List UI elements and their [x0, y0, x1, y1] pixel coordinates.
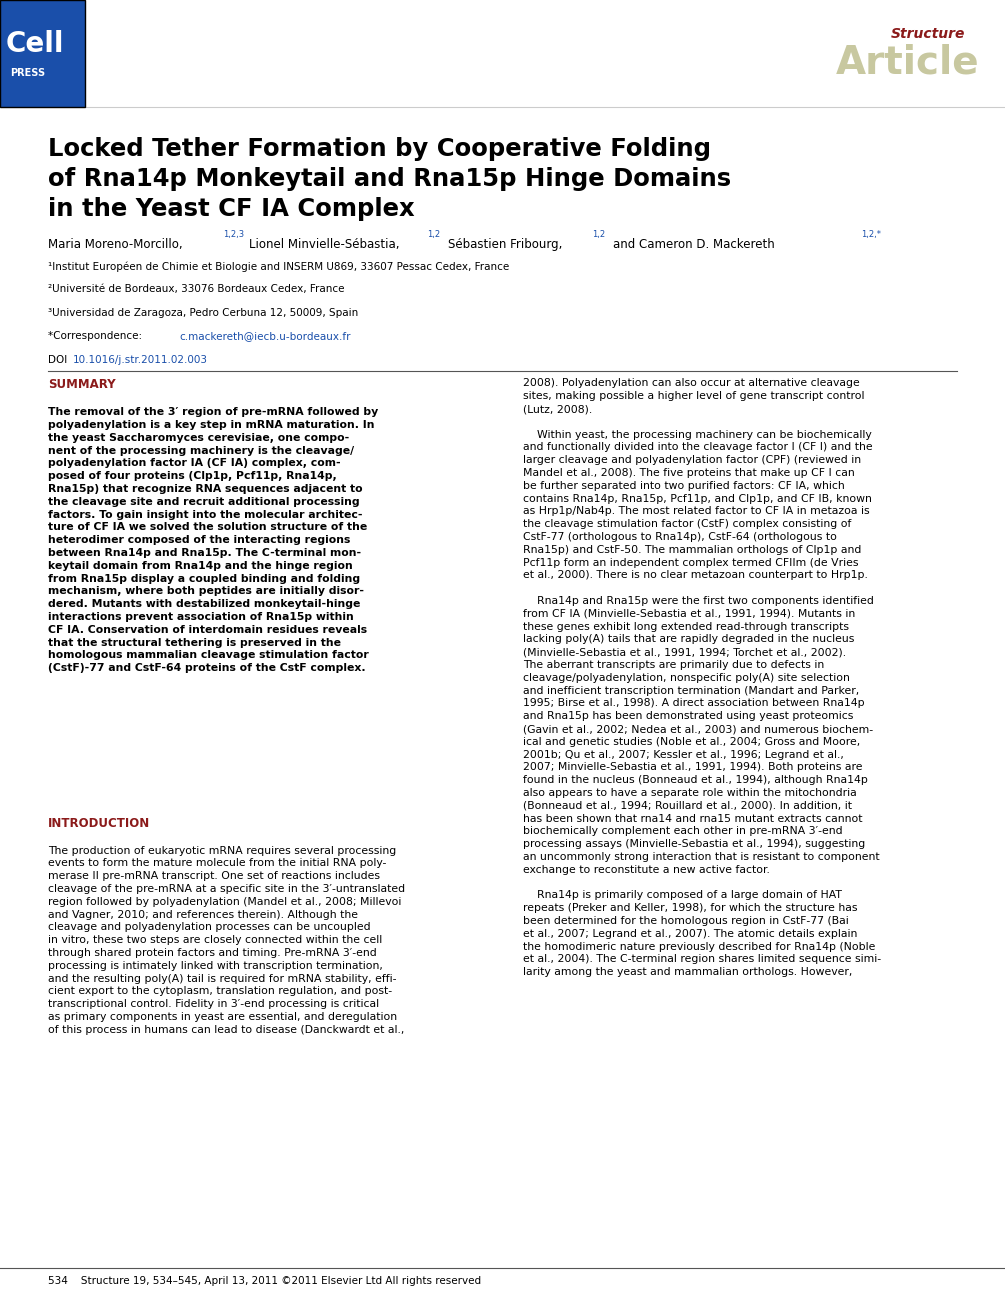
Text: c.mackereth@iecb.u-bordeaux.fr: c.mackereth@iecb.u-bordeaux.fr: [179, 331, 351, 342]
Text: ³Universidad de Zaragoza, Pedro Cerbuna 12, 50009, Spain: ³Universidad de Zaragoza, Pedro Cerbuna …: [48, 308, 359, 318]
Text: Maria Moreno-Morcillo,: Maria Moreno-Morcillo,: [48, 238, 183, 251]
Text: 10.1016/j.str.2011.02.003: 10.1016/j.str.2011.02.003: [72, 355, 207, 365]
FancyBboxPatch shape: [0, 0, 85, 107]
Text: SUMMARY: SUMMARY: [48, 378, 116, 392]
Text: Structure: Structure: [890, 27, 965, 40]
Text: ¹Institut Européen de Chimie et Biologie and INSERM U869, 33607 Pessac Cedex, Fr: ¹Institut Européen de Chimie et Biologie…: [48, 261, 510, 271]
Text: 534    Structure 19, 534–545, April 13, 2011 ©2011 Elsevier Ltd All rights reser: 534 Structure 19, 534–545, April 13, 201…: [48, 1276, 481, 1287]
Text: 2008). Polyadenylation can also occur at alternative cleavage
sites, making poss: 2008). Polyadenylation can also occur at…: [523, 378, 880, 977]
Text: in the Yeast CF IA Complex: in the Yeast CF IA Complex: [48, 197, 415, 221]
Text: Lionel Minvielle-Sébastia,: Lionel Minvielle-Sébastia,: [249, 238, 400, 251]
Text: of Rna14p Monkeytail and Rna15p Hinge Domains: of Rna14p Monkeytail and Rna15p Hinge Do…: [48, 167, 732, 191]
Text: ²Université de Bordeaux, 33076 Bordeaux Cedex, France: ²Université de Bordeaux, 33076 Bordeaux …: [48, 284, 345, 295]
Text: PRESS: PRESS: [10, 68, 45, 78]
Text: Sébastien Fribourg,: Sébastien Fribourg,: [448, 238, 563, 251]
Text: The production of eukaryotic mRNA requires several processing
events to form the: The production of eukaryotic mRNA requir…: [48, 846, 405, 1035]
Text: INTRODUCTION: INTRODUCTION: [48, 817, 151, 830]
Text: Cell: Cell: [6, 30, 64, 59]
Text: and Cameron D. Mackereth: and Cameron D. Mackereth: [613, 238, 775, 251]
Text: 1,2,3: 1,2,3: [223, 230, 244, 239]
Text: 1,2,*: 1,2,*: [861, 230, 881, 239]
Text: Article: Article: [836, 43, 980, 82]
Text: 1,2: 1,2: [592, 230, 605, 239]
Text: The removal of the 3′ region of pre-mRNA followed by
polyadenylation is a key st: The removal of the 3′ region of pre-mRNA…: [48, 407, 379, 673]
Text: DOI: DOI: [48, 355, 70, 365]
Text: 1,2: 1,2: [427, 230, 440, 239]
Text: Locked Tether Formation by Cooperative Folding: Locked Tether Formation by Cooperative F…: [48, 137, 712, 161]
Text: *Correspondence:: *Correspondence:: [48, 331, 146, 342]
